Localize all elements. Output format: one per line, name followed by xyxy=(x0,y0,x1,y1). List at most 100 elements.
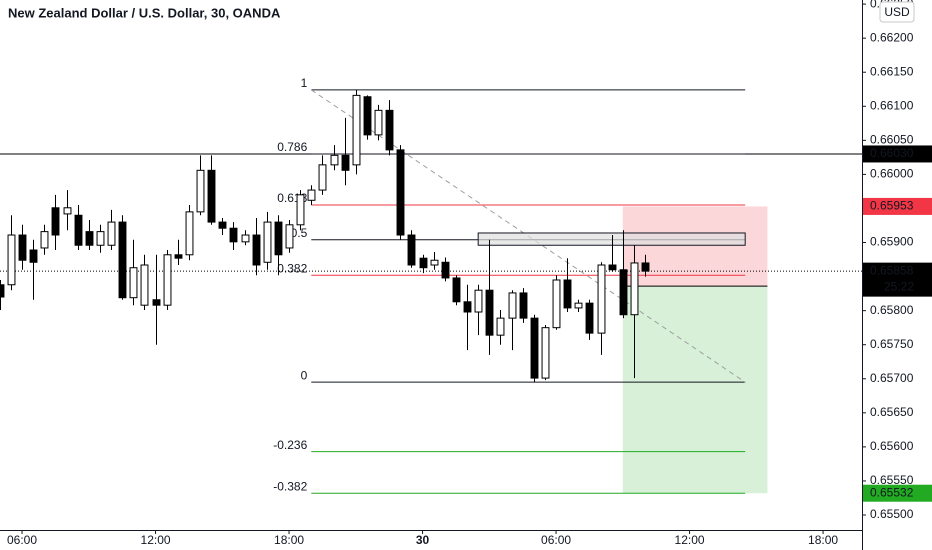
candle-body xyxy=(330,154,339,166)
fib-label: 0.786 xyxy=(277,140,307,154)
y-tick-label: 0.65500 xyxy=(870,507,914,521)
y-tick-label: 0.65550 xyxy=(870,473,914,487)
candle-body xyxy=(196,169,205,213)
candle-body xyxy=(85,231,94,246)
candle-body xyxy=(18,234,27,261)
stop-label-box xyxy=(863,197,932,215)
candle-body xyxy=(29,249,38,263)
candle-body xyxy=(307,189,316,201)
candle-body xyxy=(441,261,450,279)
candle-body xyxy=(530,317,539,379)
candle-body xyxy=(51,207,60,236)
y-tick-label: 0.66200 xyxy=(870,30,914,44)
candle-body xyxy=(318,164,327,191)
candle-body xyxy=(374,109,383,136)
y-tick-label: 0.65650 xyxy=(870,405,914,419)
candle-body xyxy=(229,227,238,243)
y-tick-label: 0.66100 xyxy=(870,98,914,112)
x-tick-label: 18:00 xyxy=(808,533,838,547)
candle-body xyxy=(274,221,283,256)
candle-body xyxy=(474,289,483,313)
candle-body xyxy=(296,194,305,226)
fib-label: -0.236 xyxy=(273,438,307,452)
fib-label: 0 xyxy=(301,368,308,382)
x-tick-label: 06:00 xyxy=(541,533,571,547)
candle-body xyxy=(396,149,405,236)
stop-label: 0.65953 xyxy=(870,199,914,213)
currency[interactable]: USD xyxy=(884,5,910,19)
y-tick-label: 0.66000 xyxy=(870,167,914,181)
candle-body xyxy=(174,254,183,259)
stop-zone xyxy=(622,206,768,287)
candle-body xyxy=(263,221,272,263)
x-tick-label: 18:00 xyxy=(274,533,304,547)
candle-body xyxy=(407,234,416,266)
candle-body xyxy=(207,169,216,223)
candle-body xyxy=(430,259,439,266)
target-label: 0.65532 xyxy=(870,485,914,499)
candle-body xyxy=(218,221,227,229)
rectangle xyxy=(477,232,746,246)
y-tick-label: 0.65600 xyxy=(870,439,914,453)
candle-body xyxy=(7,234,16,286)
horizontal-line-label-box xyxy=(863,145,932,163)
fib-label: -0.382 xyxy=(273,479,307,493)
candle-body xyxy=(352,94,361,166)
candle-body xyxy=(597,264,606,334)
y-tick-label: 0.65800 xyxy=(870,303,914,317)
x-tick-label: 30 xyxy=(416,533,430,547)
candle-body xyxy=(563,279,572,309)
candle-body xyxy=(619,269,628,316)
candle-body xyxy=(252,234,261,266)
candle-body xyxy=(463,301,472,313)
candle-body xyxy=(630,262,639,316)
horizontal-line-label: 0.66030 xyxy=(870,146,914,160)
candle-body xyxy=(152,299,161,306)
candle-body xyxy=(519,292,528,319)
candle-body xyxy=(118,221,127,299)
candle-body xyxy=(163,254,172,306)
countdown: 25:22 xyxy=(884,279,914,293)
y-tick-label: 0.65750 xyxy=(870,337,914,351)
y-tick-label: 0.66050 xyxy=(870,133,914,147)
candle-body xyxy=(40,231,49,249)
last-price-label-box xyxy=(863,262,932,297)
fib-label: 0.382 xyxy=(277,261,307,275)
fib-label: 1 xyxy=(301,76,308,90)
candle-body xyxy=(452,277,461,303)
candle-body xyxy=(485,289,494,336)
target-zone xyxy=(622,286,768,494)
chart-title: New Zealand Dollar / U.S. Dollar, 30, OA… xyxy=(8,5,281,20)
candle-body xyxy=(107,221,116,246)
candle-body xyxy=(585,302,594,334)
y-tick-label: 0.66150 xyxy=(870,64,914,78)
candle-body xyxy=(608,264,617,271)
last-price-label: 0.65858 xyxy=(870,263,914,277)
candle-body xyxy=(363,96,372,136)
candle-body xyxy=(63,207,72,215)
candle-body xyxy=(541,327,550,379)
y-tick-label: 0.65700 xyxy=(870,371,914,385)
candle-body xyxy=(496,317,505,336)
x-tick-label: 12:00 xyxy=(141,533,171,547)
candle-body xyxy=(641,262,650,272)
candle-body xyxy=(241,234,250,243)
candle-body xyxy=(385,109,394,151)
candle-body xyxy=(574,302,583,309)
fib-label: 0.5 xyxy=(291,226,308,240)
candle-body xyxy=(341,154,350,171)
y-tick-label: 0.65900 xyxy=(870,235,914,249)
candle-body xyxy=(419,257,428,269)
candle-body xyxy=(285,224,294,249)
candle-body xyxy=(0,284,5,298)
x-tick-label: 06:00 xyxy=(7,533,37,547)
target-label-box xyxy=(863,484,932,502)
currency-box[interactable] xyxy=(879,1,915,23)
candle-body xyxy=(74,214,83,246)
candle-body xyxy=(552,279,561,329)
candle-body xyxy=(129,267,138,299)
candle-body xyxy=(96,231,105,246)
x-tick-label: 12:00 xyxy=(675,533,705,547)
candle-body xyxy=(508,292,517,319)
